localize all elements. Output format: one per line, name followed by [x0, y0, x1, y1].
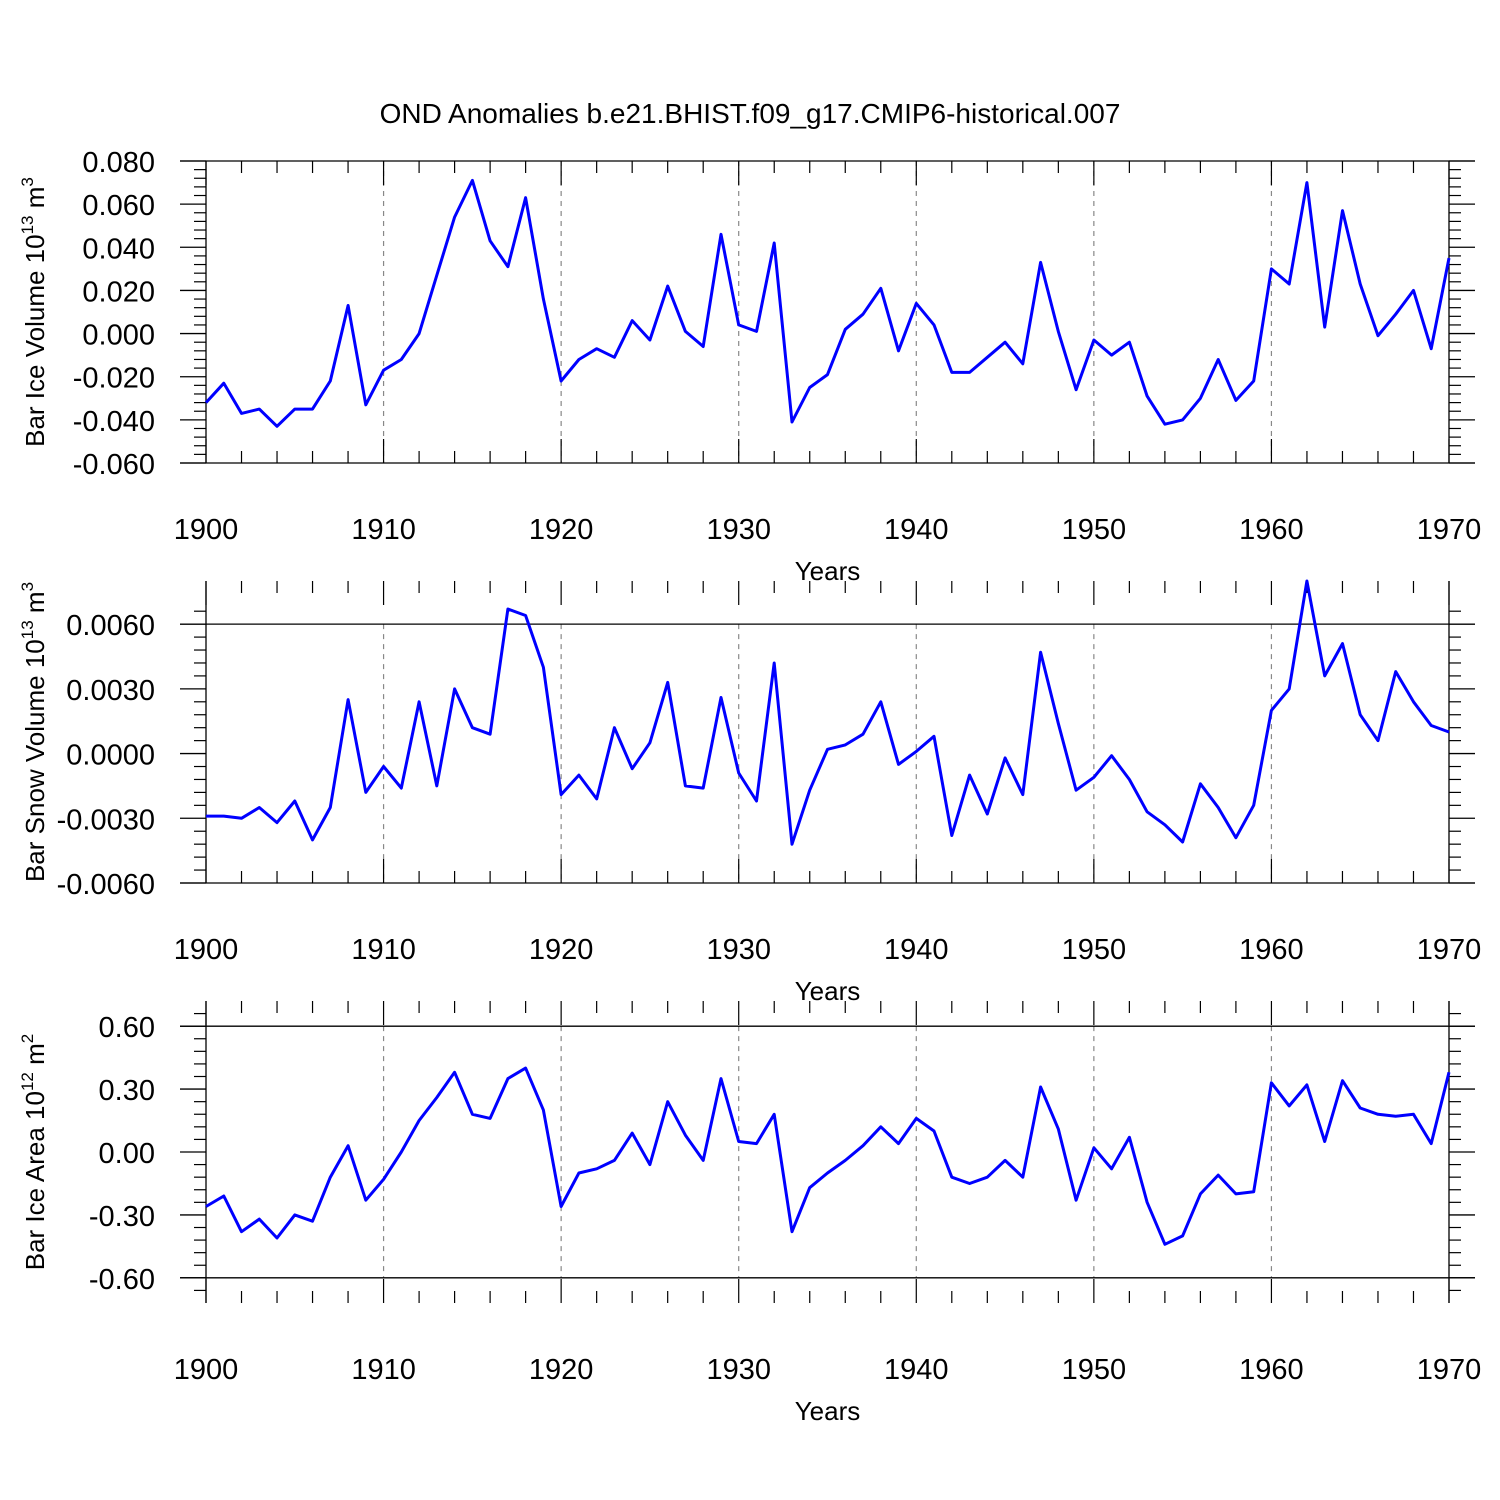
- ice-area-x-tick-label: 1940: [884, 1354, 949, 1386]
- ice-area-x-tick-label: 1930: [706, 1354, 771, 1386]
- snow-volume-x-tick-label: 1910: [351, 934, 416, 966]
- snow-volume-y-tick-label: 0.0000: [66, 740, 155, 772]
- ice-volume-x-axis-title: Years: [795, 556, 861, 586]
- ice-volume-series-line: [204, 178, 1451, 428]
- snow-volume-y-tick-label: -0.0030: [57, 804, 155, 836]
- ice-volume-x-tick-label: 1940: [884, 514, 949, 546]
- ice-area-x-tick-label: 1920: [529, 1354, 594, 1386]
- ice-volume-y-tick-label: 0.040: [82, 233, 155, 265]
- snow-volume-y-axis-title-exp: 13: [18, 620, 37, 639]
- ice-volume-x-tick-label: 1970: [1417, 514, 1482, 546]
- snow-volume-y-axis-title-unit-exp: 3: [18, 582, 37, 591]
- ice-volume-y-axis-title-main: Bar Ice Volume 10: [20, 234, 50, 446]
- ice-volume-y-axis-title-unit-exp: 3: [18, 177, 37, 186]
- ice-volume-x-tick-label: 1900: [174, 514, 239, 546]
- ice-area-y-tick-label: -0.30: [89, 1201, 155, 1233]
- ice-area-y-tick-label: 0.60: [99, 1012, 155, 1044]
- ice-area-x-tick-label: 1900: [174, 1354, 239, 1386]
- ice-volume-y-tick-label: -0.020: [73, 363, 155, 395]
- ice-volume-x-tick-label: 1960: [1239, 514, 1304, 546]
- snow-volume-y-axis-title: Bar Snow Volume 1013 m3: [18, 582, 50, 882]
- snow-volume-y-axis-title-unit: m: [20, 591, 50, 620]
- ice-area-x-axis-title: Years: [795, 1396, 861, 1426]
- ice-area-y-axis-title-exp: 12: [18, 1072, 37, 1091]
- ice-volume-y-tick-label: -0.040: [73, 406, 155, 438]
- panel-ice-volume: -0.060 -0.040 -0.020 0.000 0.020 0.040 0.060 0.…: [18, 147, 1481, 586]
- ice-area-series-line: [205, 1066, 1451, 1246]
- ice-area-y-tick-label: 0.30: [99, 1075, 155, 1107]
- ice-area-y-tick-label: -0.60: [89, 1264, 155, 1296]
- ice-volume-y-axis-title: Bar Ice Volume 1013 m3: [18, 177, 50, 447]
- ice-volume-y-tick-label: 0.020: [82, 276, 155, 308]
- ice-area-y-axis-title-main: Bar Ice Area 10: [20, 1091, 50, 1270]
- snow-volume-x-tick-label: 1900: [174, 934, 239, 966]
- ice-volume-x-tick-label: 1910: [351, 514, 416, 546]
- snow-volume-x-tick-label: 1930: [706, 934, 771, 966]
- ice-volume-y-axis-title-exp: 13: [18, 215, 37, 234]
- ice-area-y-axis-title: Bar Ice Area 1012 m2: [18, 1034, 50, 1271]
- snow-volume-x-tick-label: 1950: [1062, 934, 1127, 966]
- chart-title: OND Anomalies b.e21.BHIST.f09_g17.CMIP6-…: [380, 98, 1121, 129]
- ice-volume-y-tick-label: 0.060: [82, 190, 155, 222]
- ice-volume-x-tick-label: 1930: [706, 514, 771, 546]
- panel-snow-volume: -0.0060 -0.0030 0.0000 0.0030 0.0060 1900 1910…: [18, 579, 1482, 1006]
- snow-volume-y-tick-label: 0.0030: [66, 675, 155, 707]
- snow-volume-x-axis-title: Years: [795, 976, 861, 1006]
- ice-volume-x-tick-label: 1950: [1062, 514, 1127, 546]
- snow-volume-y-tick-label: -0.0060: [57, 869, 155, 901]
- panel-ice-area: -0.60 -0.30 0.00 0.30 0.60 1900 1910 1920 1930 19…: [18, 1001, 1481, 1426]
- ice-area-x-tick-label: 1970: [1417, 1354, 1482, 1386]
- ice-area-x-tick-label: 1950: [1062, 1354, 1127, 1386]
- snow-volume-y-axis-title-main: Bar Snow Volume 10: [20, 639, 50, 882]
- snow-volume-series-line: [206, 579, 1450, 846]
- ice-volume-y-tick-label: -0.060: [73, 449, 155, 481]
- ice-volume-y-tick-label: 0.000: [82, 320, 155, 352]
- snow-volume-x-tick-label: 1940: [884, 934, 949, 966]
- ice-area-x-tick-label: 1910: [351, 1354, 416, 1386]
- ice-area-y-tick-label: 0.00: [99, 1138, 155, 1170]
- ice-volume-x-tick-label: 1920: [529, 514, 594, 546]
- ice-area-y-axis-title-unit-exp: 2: [18, 1034, 37, 1043]
- ice-volume-y-tick-label: 0.080: [82, 147, 155, 179]
- ice-volume-y-axis-title-unit: m: [20, 187, 50, 216]
- ice-area-y-axis-title-unit: m: [20, 1043, 50, 1072]
- snow-volume-x-tick-label: 1960: [1239, 934, 1304, 966]
- snow-volume-x-tick-label: 1970: [1417, 934, 1482, 966]
- snow-volume-y-tick-label: 0.0060: [66, 610, 155, 642]
- snow-volume-x-tick-label: 1920: [529, 934, 594, 966]
- ice-area-x-tick-label: 1960: [1239, 1354, 1304, 1386]
